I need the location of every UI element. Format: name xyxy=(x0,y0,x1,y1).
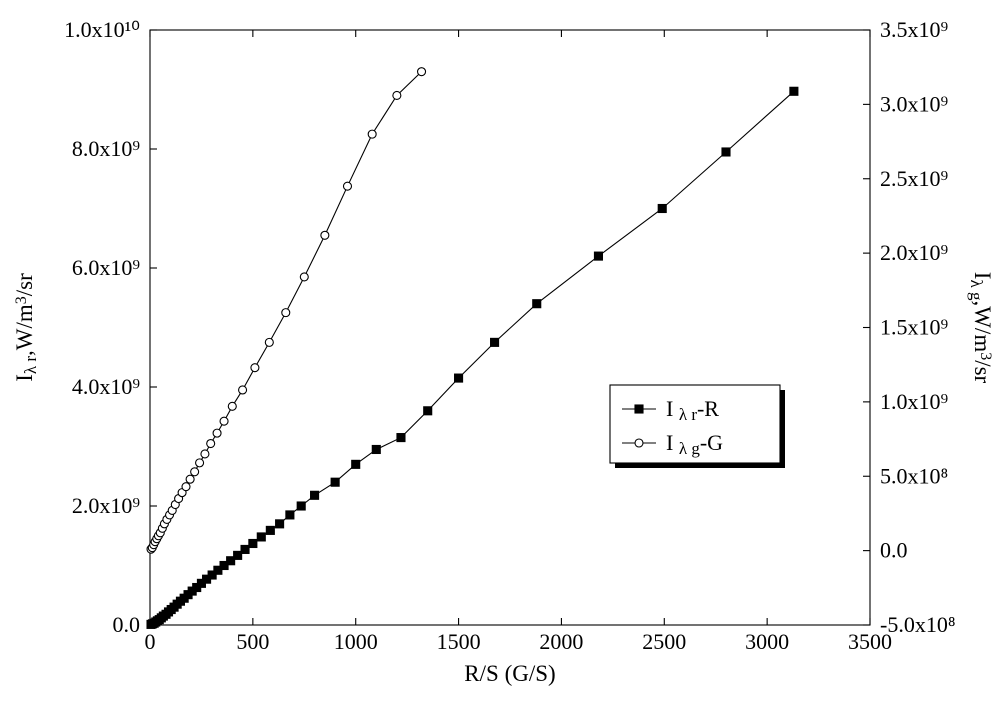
marker-square xyxy=(790,87,798,95)
marker-square xyxy=(276,520,284,528)
axis-tick-label: 2.0x10⁹ xyxy=(880,240,949,265)
marker-square xyxy=(658,205,666,213)
chart-container: 0500100015002000250030003500R/S (G/S)0.0… xyxy=(0,0,1000,708)
marker-circle xyxy=(418,68,426,76)
axis-tick-label: -5.0x10⁸ xyxy=(880,612,956,637)
marker-square xyxy=(533,300,541,308)
axis-tick-label: 1.0x10⁹ xyxy=(880,389,949,414)
marker-square xyxy=(424,407,432,415)
marker-circle xyxy=(191,468,199,476)
marker-square xyxy=(249,539,257,547)
axis-tick-label: 5.0x10⁸ xyxy=(880,463,948,488)
marker-square xyxy=(257,533,265,541)
marker-circle xyxy=(282,309,290,317)
axis-tick-label: 1.5x10⁹ xyxy=(880,315,949,340)
x-axis-title: R/S (G/S) xyxy=(464,661,555,686)
axis-tick-label: 0.0 xyxy=(113,612,141,637)
marker-circle xyxy=(239,386,247,394)
marker-circle xyxy=(196,459,204,467)
marker-square xyxy=(372,445,380,453)
marker-square xyxy=(331,478,339,486)
y-right-axis-title: Iλ g,W/m3/sr xyxy=(967,272,995,384)
marker-circle xyxy=(201,450,209,458)
marker-circle xyxy=(265,338,273,346)
marker-square xyxy=(491,338,499,346)
marker-square xyxy=(241,545,249,553)
legend-marker-square xyxy=(635,405,643,413)
x-tick-label: 1000 xyxy=(334,629,378,654)
axis-tick-label: 6.0x10⁹ xyxy=(72,255,141,280)
axis-tick-label: 0.0 xyxy=(880,538,908,563)
marker-square xyxy=(397,434,405,442)
x-tick-label: 3000 xyxy=(745,629,789,654)
axis-tick-label: 1.0x10¹⁰ xyxy=(64,17,140,42)
marker-square xyxy=(234,551,242,559)
marker-circle xyxy=(207,440,215,448)
axis-tick-label: 2.5x10⁹ xyxy=(880,166,949,191)
marker-circle xyxy=(228,402,236,410)
marker-square xyxy=(286,511,294,519)
svg-text:Iλ r,W/m3/sr: Iλ r,W/m3/sr xyxy=(12,273,40,382)
axis-tick-label: 4.0x10⁹ xyxy=(72,374,141,399)
marker-square xyxy=(352,460,360,468)
marker-circle xyxy=(213,429,221,437)
marker-square xyxy=(311,491,319,499)
marker-circle xyxy=(393,91,401,99)
marker-circle xyxy=(343,182,351,190)
marker-square xyxy=(297,502,305,510)
x-tick-label: 2000 xyxy=(539,629,583,654)
svg-text:Iλ g,W/m3/sr: Iλ g,W/m3/sr xyxy=(967,272,995,384)
marker-circle xyxy=(321,231,329,239)
series-line-r xyxy=(151,91,794,624)
x-tick-label: 2500 xyxy=(642,629,686,654)
marker-circle xyxy=(251,364,259,372)
x-tick-label: 0 xyxy=(145,629,156,654)
marker-square xyxy=(455,374,463,382)
axis-tick-label: 8.0x10⁹ xyxy=(72,136,141,161)
marker-circle xyxy=(182,483,190,491)
marker-circle xyxy=(186,475,194,483)
y-left-axis-title: Iλ r,W/m3/sr xyxy=(12,273,40,382)
axis-tick-label: 2.0x10⁹ xyxy=(72,493,141,518)
axis-tick-label: 3.5x10⁹ xyxy=(880,17,949,42)
marker-square xyxy=(722,148,730,156)
marker-circle xyxy=(368,130,376,138)
x-tick-label: 500 xyxy=(236,629,269,654)
chart-svg: 0500100015002000250030003500R/S (G/S)0.0… xyxy=(0,0,1000,708)
marker-circle xyxy=(300,273,308,281)
marker-square xyxy=(266,526,274,534)
marker-square xyxy=(594,252,602,260)
axis-tick-label: 3.0x10⁹ xyxy=(880,91,949,116)
marker-circle xyxy=(220,417,228,425)
x-tick-label: 1500 xyxy=(437,629,481,654)
legend-marker-circle xyxy=(635,439,643,447)
